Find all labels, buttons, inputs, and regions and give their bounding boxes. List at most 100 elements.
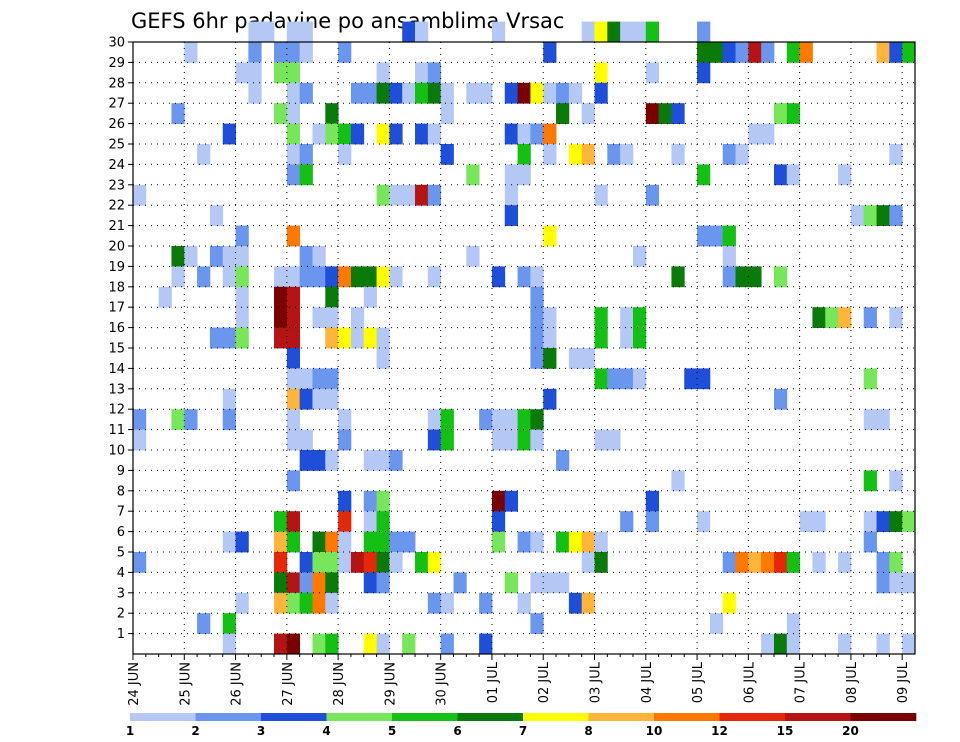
colorbar-label: 10 bbox=[646, 724, 663, 738]
heatmap-cell bbox=[491, 266, 506, 288]
heatmap-cell bbox=[581, 592, 595, 614]
heatmap-cell bbox=[325, 266, 339, 288]
heatmap-cell bbox=[415, 21, 429, 43]
heatmap-cell bbox=[543, 572, 557, 594]
heatmap-cell bbox=[338, 552, 352, 573]
heatmap-cell bbox=[222, 613, 236, 634]
heatmap-cell bbox=[376, 327, 390, 349]
heatmap-cell bbox=[761, 552, 775, 573]
heatmap-cell bbox=[568, 531, 583, 553]
heatmap-cell bbox=[376, 266, 390, 288]
heatmap-cell bbox=[286, 42, 301, 63]
heatmap-cell bbox=[491, 21, 506, 43]
heatmap-cell bbox=[812, 307, 826, 328]
heatmap-cell bbox=[530, 307, 544, 328]
heatmap-cell bbox=[427, 592, 442, 614]
heatmap-cell bbox=[491, 531, 506, 553]
heatmap-cell bbox=[325, 103, 339, 124]
heatmap-cell bbox=[197, 613, 211, 634]
heatmap-cell bbox=[171, 409, 185, 430]
heatmap-cell bbox=[389, 123, 403, 145]
heatmap-cell bbox=[594, 21, 608, 43]
y-tick-label: 28 bbox=[108, 76, 125, 91]
grid-lines bbox=[133, 42, 915, 654]
y-tick-label: 14 bbox=[108, 362, 125, 377]
heatmap-cell bbox=[286, 123, 301, 145]
heatmap-cell bbox=[491, 490, 506, 512]
heatmap-cell bbox=[312, 123, 326, 145]
heatmap-cell bbox=[312, 246, 326, 267]
heatmap-cell bbox=[389, 184, 403, 206]
heatmap-cell bbox=[620, 368, 634, 390]
heatmap-cell bbox=[312, 531, 326, 553]
heatmap-cell bbox=[748, 266, 762, 288]
heatmap-cell bbox=[761, 123, 775, 145]
heatmap-cell bbox=[286, 470, 301, 492]
heatmap-cell bbox=[786, 103, 801, 124]
heatmap-cell bbox=[299, 164, 313, 186]
heatmap-cell bbox=[491, 429, 506, 451]
heatmap-cell bbox=[645, 21, 660, 43]
heatmap-cell bbox=[274, 62, 288, 84]
heatmap-cell bbox=[722, 266, 736, 288]
heatmap-cell bbox=[517, 144, 531, 165]
heatmap-cell bbox=[350, 552, 365, 573]
heatmap-cell bbox=[722, 246, 736, 267]
heatmap-cell bbox=[773, 103, 788, 124]
heatmap-cell bbox=[684, 368, 698, 390]
heatmap-cell bbox=[350, 307, 365, 328]
heatmap-cell bbox=[902, 511, 916, 532]
heatmap-cell bbox=[863, 511, 877, 532]
colorbar-swatch bbox=[785, 713, 851, 721]
heatmap-cell bbox=[312, 572, 326, 594]
heatmap-cell bbox=[235, 225, 249, 247]
heatmap-cell bbox=[274, 511, 288, 532]
heatmap-cell bbox=[222, 327, 236, 349]
colorbar-swatch bbox=[392, 713, 458, 721]
heatmap-cell bbox=[620, 327, 634, 349]
heatmap-cell bbox=[350, 82, 365, 104]
y-tick-label: 24 bbox=[108, 158, 125, 173]
heatmap-cell bbox=[363, 552, 377, 573]
heatmap-cell bbox=[722, 552, 736, 573]
heatmap-cell bbox=[158, 286, 172, 308]
heatmap-cell bbox=[645, 511, 660, 532]
heatmap-cell bbox=[722, 592, 736, 614]
heatmap-cell bbox=[286, 144, 301, 165]
heatmap-cell bbox=[248, 21, 262, 43]
heatmap-cell bbox=[402, 531, 416, 553]
heatmap-cell bbox=[697, 42, 711, 63]
heatmap-cell bbox=[209, 205, 224, 226]
heatmap-cell bbox=[376, 82, 390, 104]
heatmap-cell bbox=[427, 184, 442, 206]
y-tick-label: 1 bbox=[117, 627, 125, 642]
x-tick-label: 25 JUN bbox=[178, 662, 193, 706]
heatmap-cell bbox=[274, 266, 288, 288]
heatmap-cell bbox=[466, 164, 480, 186]
heatmap-cell bbox=[363, 82, 377, 104]
colorbar-swatch bbox=[195, 713, 262, 721]
heatmap-cell bbox=[274, 103, 288, 124]
heatmap-cell bbox=[427, 409, 442, 430]
heatmap-cell bbox=[338, 429, 352, 451]
heatmap-cell bbox=[299, 42, 313, 63]
heatmap-cell bbox=[325, 286, 339, 308]
heatmap-cell bbox=[299, 592, 313, 614]
heatmap-cell bbox=[312, 266, 326, 288]
heatmap-cell bbox=[427, 266, 442, 288]
heatmap-cell bbox=[645, 62, 660, 84]
heatmap-cell bbox=[222, 266, 236, 288]
heatmap-cell bbox=[312, 450, 326, 471]
heatmap-cell bbox=[568, 144, 583, 165]
heatmap-cell bbox=[786, 633, 801, 655]
heatmap-cell bbox=[338, 490, 352, 512]
heatmap-cell bbox=[645, 184, 660, 206]
heatmap-cell bbox=[568, 592, 583, 614]
heatmap-cell bbox=[133, 552, 147, 573]
heatmap-cell bbox=[261, 21, 275, 43]
heatmap-cell bbox=[222, 246, 236, 267]
y-tick-label: 26 bbox=[108, 117, 125, 132]
y-tick-label: 20 bbox=[108, 240, 125, 255]
x-tick-label: 05 JUL bbox=[691, 661, 706, 703]
heatmap-cell bbox=[286, 531, 301, 553]
